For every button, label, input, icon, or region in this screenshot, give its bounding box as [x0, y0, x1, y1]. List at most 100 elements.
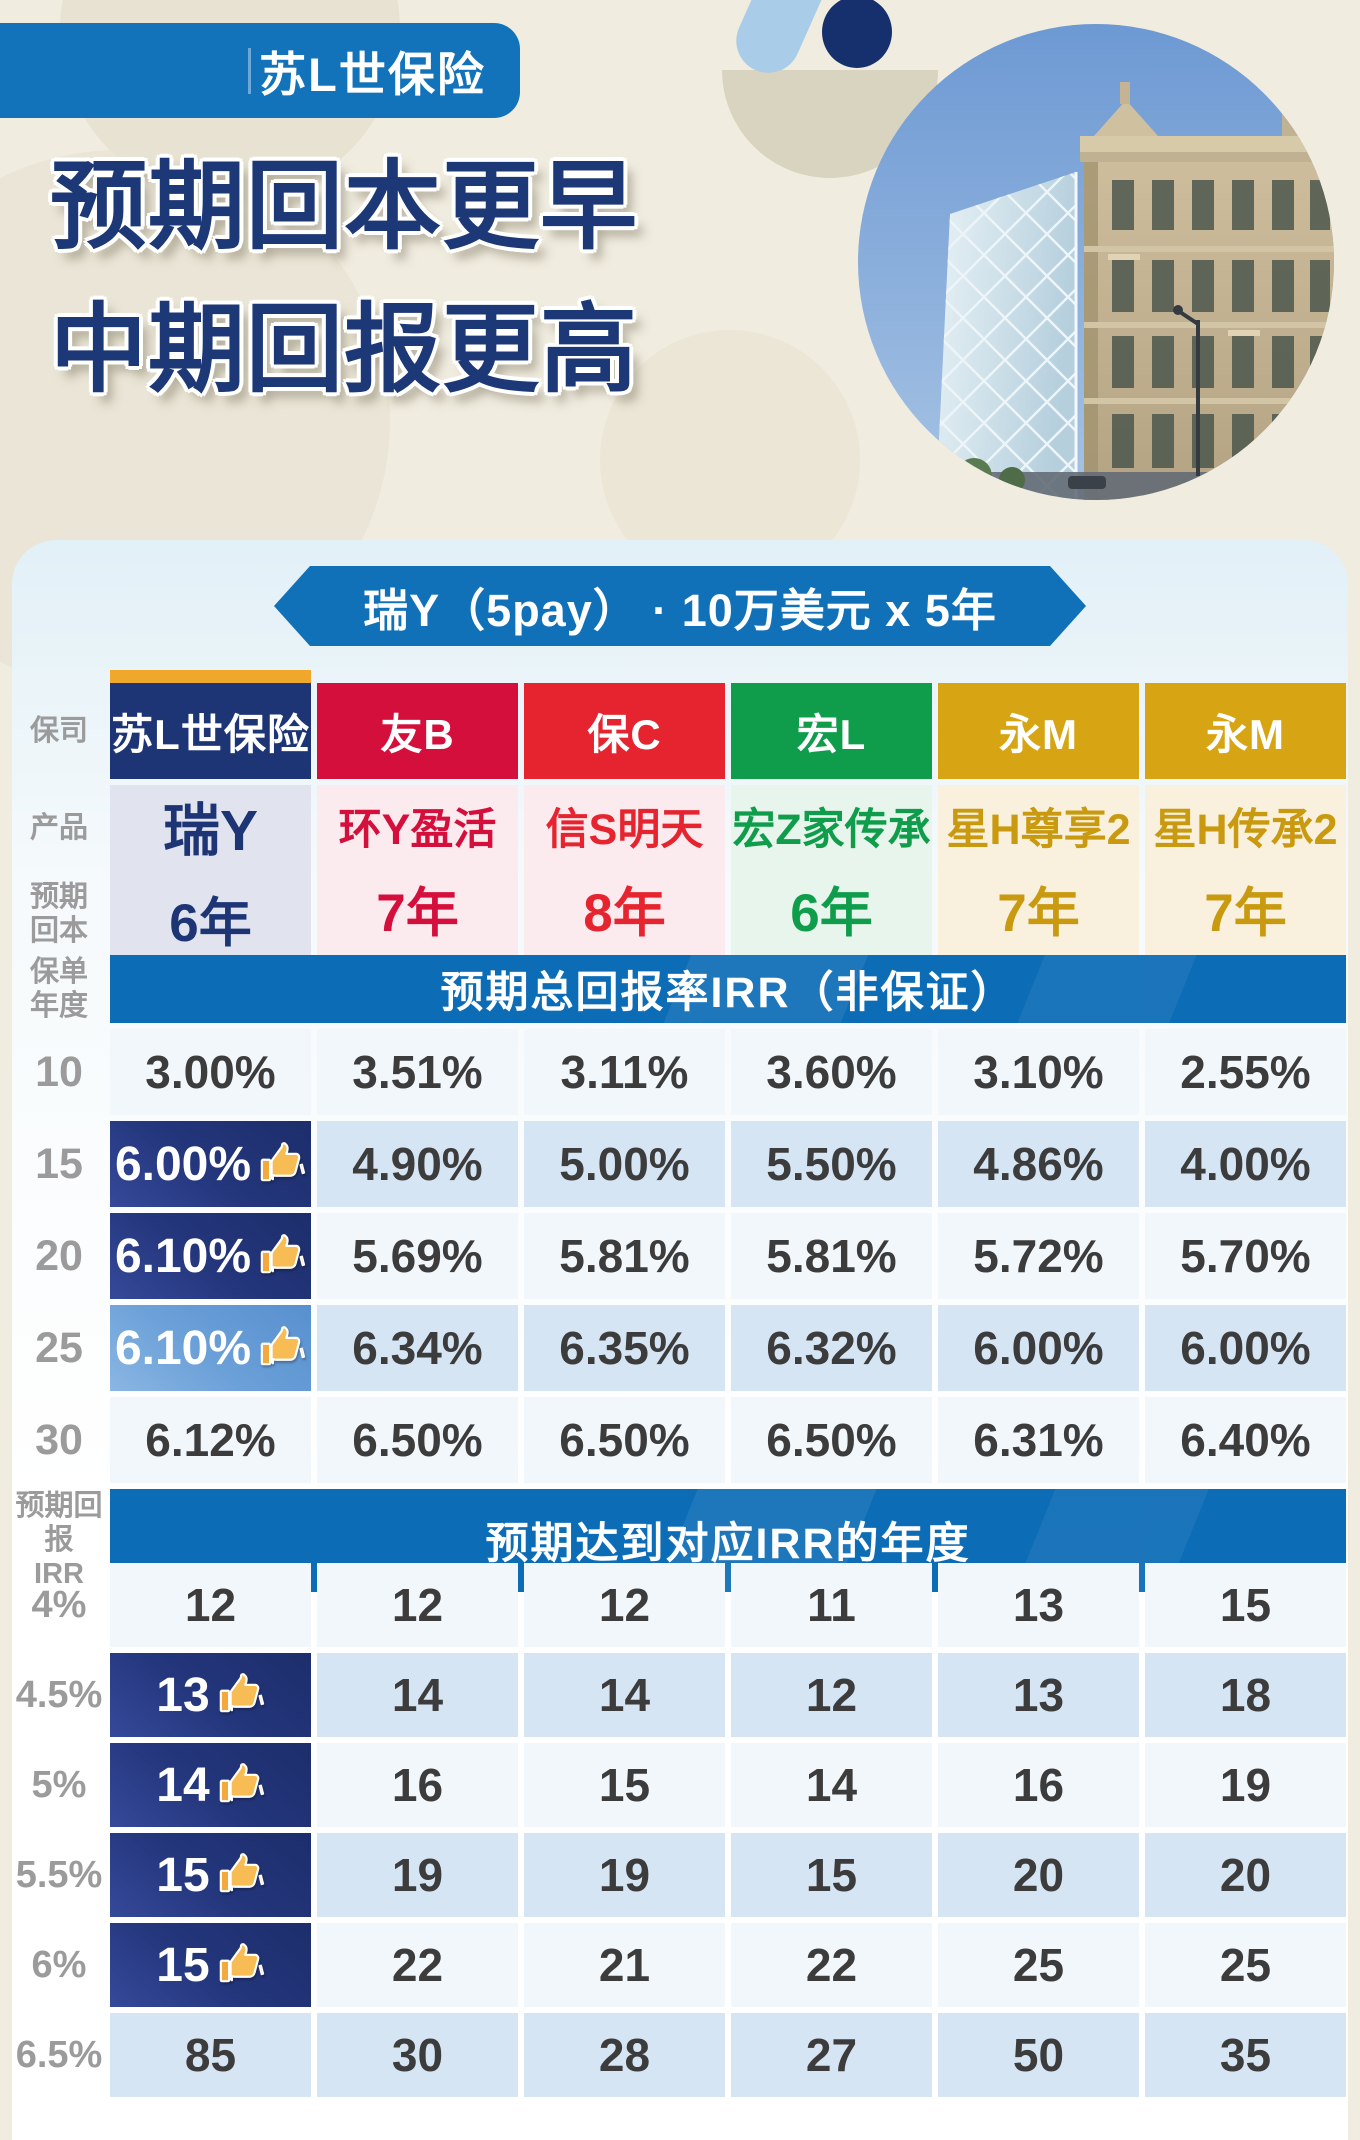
value-text: 4.90%	[352, 1138, 483, 1190]
value-text: 6.50%	[766, 1414, 897, 1466]
payback-years: 6年	[790, 884, 873, 943]
value-text: 16	[391, 1759, 444, 1811]
value-text: 15	[156, 1938, 210, 1992]
value-text: 27	[805, 2029, 858, 2081]
company-header-cell: 苏L世保险	[110, 670, 311, 779]
value-text: 35	[1219, 2029, 1272, 2081]
product-cell: 信S明天 8年	[524, 785, 725, 957]
value-cell: 5.72%	[938, 1213, 1139, 1299]
value-cell: 19	[317, 1833, 518, 1917]
value-text: 15	[156, 1848, 210, 1902]
value-text: 22	[805, 1939, 858, 1991]
title-line2: 中期回报更高	[50, 294, 638, 404]
row-label: 4.5%	[15, 1673, 103, 1716]
value-cell: 12	[317, 1563, 518, 1647]
value-cell: 25	[938, 1923, 1139, 2007]
value-text: 30	[391, 2029, 444, 2081]
value-text: 20	[1012, 1849, 1065, 1901]
value-cell: 6.00%	[110, 1121, 311, 1207]
value-text: 6.50%	[352, 1414, 483, 1466]
value-cell: 6.50%	[524, 1397, 725, 1483]
value-cell: 13	[938, 1653, 1139, 1737]
comparison-table: 保司 苏L世保险 友B 保C 宏L 永M 永M 产品 预期 回本 瑞Y 6年 环Y盈活 7年 信S明天 8年…	[14, 670, 1346, 2097]
value-text: 3.00%	[145, 1046, 276, 1098]
company-name: 永M	[938, 683, 1139, 779]
value-cell: 13	[110, 1653, 311, 1737]
value-cell: 14	[731, 1743, 932, 1827]
classic-building	[1080, 82, 1334, 500]
value-text: 12	[391, 1579, 444, 1631]
year-section-header: 预期达到对应IRR的年度	[110, 1489, 1346, 1592]
company-name: 苏L世保险	[110, 683, 311, 779]
payback-years: 7年	[1204, 884, 1287, 943]
value-cell: 28	[524, 2013, 725, 2097]
company-header-cell: 宏L	[731, 683, 932, 779]
value-cell: 15	[110, 1923, 311, 2007]
row-label-irr-section: 保单 年度	[29, 956, 88, 1023]
value-text: 6.32%	[766, 1322, 897, 1374]
value-cell: 18	[1145, 1653, 1346, 1737]
product-name: 瑞Y	[162, 799, 259, 863]
value-text: 15	[1219, 1579, 1272, 1631]
row-label-payback: 预期 回本	[29, 880, 88, 947]
thumbs-up-icon	[260, 1325, 306, 1371]
value-text: 13	[1012, 1669, 1065, 1721]
thumbs-up-icon	[260, 1233, 306, 1279]
value-text: 13	[156, 1668, 210, 1722]
year-section-row: 预期回报 IRR 预期达到对应IRR的年度	[14, 1489, 1346, 1592]
value-cell: 3.60%	[731, 1029, 932, 1115]
payback-years: 8年	[583, 884, 666, 943]
value-text: 5.81%	[559, 1230, 690, 1282]
value-cell: 3.51%	[317, 1029, 518, 1115]
value-cell: 6.40%	[1145, 1397, 1346, 1483]
product-cell: 瑞Y 6年	[110, 785, 311, 957]
value-cell: 6.12%	[110, 1397, 311, 1483]
value-cell: 85	[110, 2013, 311, 2097]
value-text: 6.10%	[114, 1229, 252, 1283]
value-text: 21	[598, 1939, 651, 1991]
product-banner-label: 瑞Y（5pay） · 10万美元 x 5年	[363, 584, 997, 636]
row-label: 10	[35, 1047, 83, 1096]
product-cell: 星H传承2 7年	[1145, 785, 1346, 957]
value-cell: 4.86%	[938, 1121, 1139, 1207]
row-label: 5.5%	[15, 1853, 103, 1896]
value-cell: 27	[731, 2013, 932, 2097]
row-label: 5%	[31, 1763, 87, 1806]
value-text: 6.50%	[559, 1414, 690, 1466]
data-row: 6% 15 22 21 22 25 25	[14, 1923, 1346, 2007]
value-text: 25	[1219, 1939, 1272, 1991]
value-text: 14	[156, 1758, 210, 1812]
value-text: 18	[1219, 1669, 1272, 1721]
value-cell: 4.00%	[1145, 1121, 1346, 1207]
value-cell: 16	[317, 1743, 518, 1827]
row-label-company: 保司	[29, 714, 88, 747]
product-cell: 星H尊享2 7年	[938, 785, 1139, 957]
value-cell: 5.50%	[731, 1121, 932, 1207]
value-text: 19	[1219, 1759, 1272, 1811]
row-label-product: 产品	[29, 811, 88, 844]
thumbs-up-icon	[219, 1852, 265, 1898]
value-cell: 14	[317, 1653, 518, 1737]
value-text: 15	[598, 1759, 651, 1811]
value-text: 2.55%	[1180, 1046, 1311, 1098]
company-header-cell: 永M	[938, 683, 1139, 779]
company-name: 友B	[317, 683, 518, 779]
value-text: 50	[1012, 2029, 1065, 2081]
row-label-product-group: 产品 预期 回本	[14, 785, 104, 957]
gold-accent-bar	[110, 670, 311, 683]
thumbs-up-icon	[219, 1762, 265, 1808]
value-cell: 21	[524, 1923, 725, 2007]
value-text: 14	[598, 1669, 651, 1721]
product-cell: 宏Z家传承 6年	[731, 785, 932, 957]
value-text: 6.40%	[1180, 1414, 1311, 1466]
value-cell: 5.81%	[731, 1213, 932, 1299]
data-row: 5% 14 16 15 14 16 19	[14, 1743, 1346, 1827]
row-label: 6%	[31, 1943, 87, 1986]
thumbs-up-icon	[219, 1672, 265, 1718]
badge-divider-line	[248, 47, 251, 94]
value-cell: 5.69%	[317, 1213, 518, 1299]
value-cell: 15	[731, 1833, 932, 1917]
value-cell: 6.50%	[317, 1397, 518, 1483]
data-row: 6.5% 85 30 28 27 50 35	[14, 2013, 1346, 2097]
value-cell: 6.32%	[731, 1305, 932, 1391]
